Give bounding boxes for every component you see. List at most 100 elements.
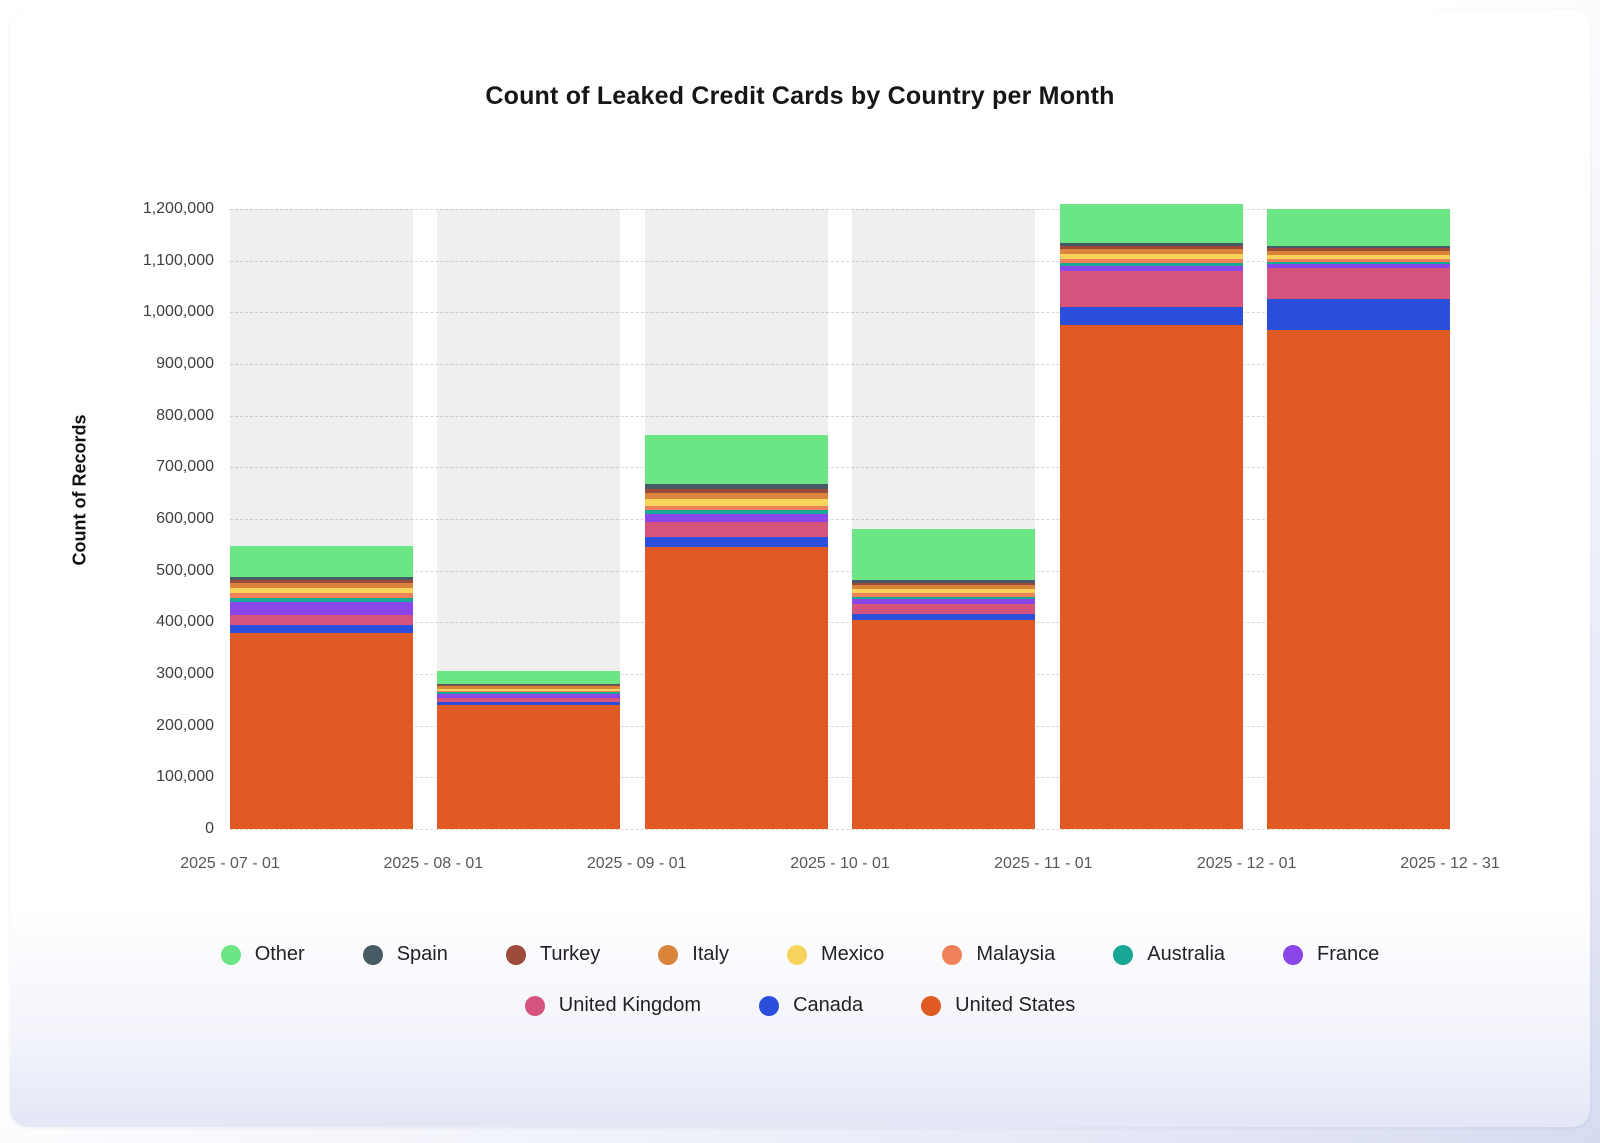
bar-segment-turkey[interactable] [1266, 248, 1450, 251]
stacked-bar[interactable] [1266, 209, 1450, 829]
bar-segment-italy[interactable] [1059, 248, 1243, 254]
bar-segment-united-states[interactable] [437, 705, 621, 829]
bar-segment-canada[interactable] [644, 537, 828, 548]
bar-segment-united-states[interactable] [1059, 325, 1243, 829]
y-axis-tick-label: 700,000 [156, 458, 214, 476]
bar-segment-spain[interactable] [852, 580, 1036, 583]
bar-segment-united-states[interactable] [230, 632, 413, 829]
bar-segment-mexico[interactable] [1059, 254, 1243, 260]
bar-segment-united-kingdom[interactable] [230, 614, 413, 625]
legend-item-united-kingdom[interactable]: United Kingdom [524, 994, 701, 1017]
stacked-bar[interactable] [437, 671, 621, 829]
bar-segment-united-kingdom[interactable] [1059, 271, 1243, 308]
bar-segment-other[interactable] [437, 671, 621, 685]
bar-segment-united-kingdom[interactable] [644, 521, 828, 538]
y-axis-tick-label: 300,000 [156, 665, 214, 682]
legend-swatch-icon [1113, 944, 1134, 965]
bar-segment-other[interactable] [1266, 209, 1450, 246]
bar-segment-canada[interactable] [1266, 299, 1450, 331]
bar-segment-mexico[interactable] [644, 499, 828, 506]
bar-segment-turkey[interactable] [437, 685, 621, 687]
bar-segment-canada[interactable] [437, 701, 621, 705]
bar-segment-france[interactable] [1059, 265, 1243, 272]
bar-segment-turkey[interactable] [1059, 245, 1243, 249]
y-axis-tick-label: 800,000 [156, 406, 214, 424]
bar-segment-mexico[interactable] [852, 589, 1036, 594]
bar-segment-france[interactable] [230, 601, 413, 615]
bar-segment-united-kingdom[interactable] [1266, 268, 1450, 300]
bar-segment-turkey[interactable] [230, 580, 413, 584]
bar-segment-turkey[interactable] [852, 582, 1036, 586]
bar-segment-spain[interactable] [644, 484, 828, 489]
legend-item-other[interactable]: Other [220, 943, 305, 966]
bar-segment-mexico[interactable] [437, 688, 621, 691]
bar-segment-canada[interactable] [852, 613, 1036, 620]
bar-segment-malaysia[interactable] [230, 593, 413, 598]
bar-segment-mexico[interactable] [230, 588, 413, 594]
legend-item-malaysia[interactable]: Malaysia [942, 943, 1055, 966]
legend-label: United States [955, 994, 1076, 1016]
bar-segment-france[interactable] [644, 513, 828, 522]
bar-segment-australia[interactable] [230, 597, 413, 602]
bar-segment-italy[interactable] [644, 493, 828, 500]
legend-item-canada[interactable]: Canada [759, 994, 863, 1017]
legend-item-australia[interactable]: Australia [1113, 943, 1225, 966]
bar-segment-united-states[interactable] [644, 547, 828, 829]
bar-segment-italy[interactable] [852, 585, 1036, 590]
legend-label: Italy [692, 943, 729, 965]
bar-segment-france[interactable] [1266, 264, 1450, 269]
bar-segment-australia[interactable] [852, 596, 1036, 600]
bar-segment-australia[interactable] [1266, 262, 1450, 265]
bars-container [230, 203, 1450, 829]
bar-segment-malaysia[interactable] [1266, 259, 1450, 263]
bar-segment-france[interactable] [437, 693, 621, 698]
legend-item-mexico[interactable]: Mexico [786, 943, 884, 966]
chart: 0 100,000 200,000 300,000 400,000 500,000 600,… [143, 200, 1500, 879]
stacked-bar[interactable] [230, 546, 413, 829]
legend-swatch-icon [1283, 944, 1304, 965]
bar-segment-united-kingdom[interactable] [437, 697, 621, 702]
bar-segment-spain[interactable] [437, 684, 621, 686]
bar-segment-canada[interactable] [230, 624, 413, 633]
bar-segment-australia[interactable] [437, 692, 621, 694]
bar-segment-mexico[interactable] [1266, 255, 1450, 260]
bar-segment-united-kingdom[interactable] [852, 604, 1036, 614]
bar-segment-malaysia[interactable] [437, 690, 621, 693]
legend: Other Spain Turkey Italy Mexico Malaysia Austr… [10, 943, 1590, 1017]
bar-segment-united-states[interactable] [852, 619, 1036, 829]
bar-segment-spain[interactable] [230, 577, 413, 581]
gridline [230, 829, 1450, 830]
bar-segment-italy[interactable] [1266, 250, 1450, 256]
bar-segment-malaysia[interactable] [852, 593, 1036, 597]
legend-item-united-states[interactable]: United States [921, 994, 1075, 1017]
stacked-bar[interactable] [852, 529, 1036, 829]
bar-segment-italy[interactable] [230, 583, 413, 589]
bar-segment-france[interactable] [852, 599, 1036, 605]
bar-segment-other[interactable] [1059, 203, 1243, 243]
bar-segment-australia[interactable] [644, 509, 828, 514]
legend-item-italy[interactable]: Italy [658, 943, 729, 966]
bar-segment-malaysia[interactable] [1059, 259, 1243, 264]
bar-segment-spain[interactable] [1059, 242, 1243, 246]
legend-item-turkey[interactable]: Turkey [505, 943, 600, 966]
bar-segment-italy[interactable] [437, 686, 621, 689]
bar-segment-other[interactable] [852, 529, 1036, 581]
legend-item-spain[interactable]: Spain [362, 943, 448, 966]
bar-segment-australia[interactable] [1059, 263, 1243, 266]
bar-group [230, 209, 413, 829]
legend-swatch-icon [942, 944, 963, 965]
bar-group [1266, 209, 1450, 829]
bar-segment-malaysia[interactable] [644, 505, 828, 510]
bar-group [644, 209, 828, 829]
bar-segment-spain[interactable] [1266, 245, 1450, 249]
bar-segment-canada[interactable] [1059, 307, 1243, 326]
bar-segment-other[interactable] [230, 546, 413, 578]
bar-segment-united-states[interactable] [1266, 330, 1450, 829]
bar-segment-turkey[interactable] [644, 488, 828, 494]
legend-item-france[interactable]: France [1283, 943, 1379, 966]
plot-area: 0 100,000 200,000 300,000 400,000 500,000 600,… [143, 200, 1450, 837]
stacked-bar[interactable] [644, 435, 828, 829]
bar-segment-other[interactable] [644, 435, 828, 485]
stacked-bar[interactable] [1059, 203, 1243, 829]
y-axis-tick-label: 900,000 [156, 355, 214, 372]
